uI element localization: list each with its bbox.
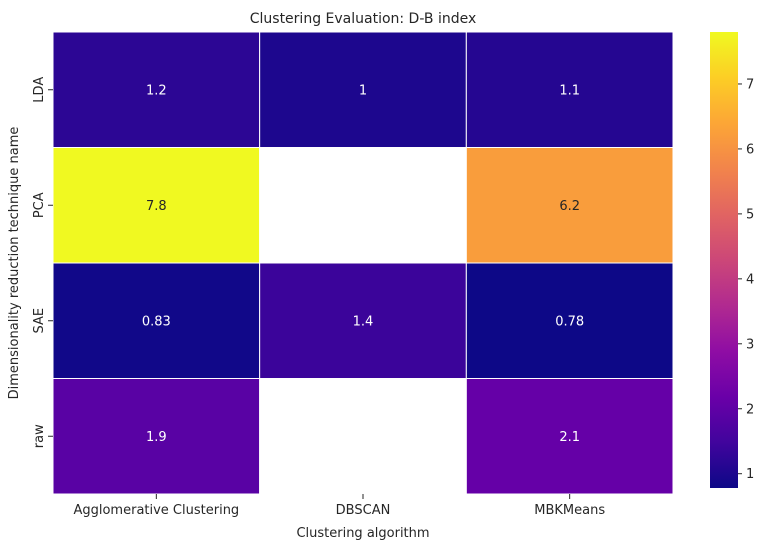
colorbar-tick-label: 3: [746, 337, 754, 352]
x-tick-label: Agglomerative Clustering: [73, 503, 239, 518]
y-tick-label: SAE: [32, 308, 47, 334]
x-tick-label: DBSCAN: [336, 503, 391, 518]
y-tick-label: LDA: [32, 77, 47, 103]
heatmap-cell-LDA-MBKMeans: [465, 31, 674, 148]
heatmap-cell-raw-DBSCAN: [259, 378, 467, 495]
heatmap-cells: [52, 31, 674, 495]
heatmap-cell-PCA-Agglomerative-Clustering: [52, 147, 261, 264]
cell-value-label: 1.4: [353, 314, 374, 329]
y-axis-ticks: LDA PCA SAE raw: [32, 77, 53, 448]
cell-value-label: 2.1: [559, 430, 580, 445]
x-axis-ticks: Agglomerative Clustering DBSCAN MBKMeans: [73, 494, 605, 518]
cell-value-label: 1.1: [559, 83, 580, 98]
colorbar-tick-label: 7: [746, 77, 754, 92]
heatmap-cell-SAE-MBKMeans: [465, 262, 674, 379]
heatmap-cell-PCA-DBSCAN: [259, 147, 467, 264]
cell-value-label: 7.8: [146, 199, 167, 214]
y-axis-label: Dimensionality reduction technique name: [7, 127, 22, 400]
x-axis-label: Clustering algorithm: [296, 526, 429, 541]
cell-value-label: 1.9: [146, 430, 167, 445]
colorbar-ticks: 1 2 3 4 5 6 7: [738, 77, 754, 482]
colorbar-tick-label: 4: [746, 272, 754, 287]
colorbar-tick-label: 6: [746, 142, 754, 157]
cell-value-label: 1: [359, 83, 367, 98]
heatmap-cell-LDA-DBSCAN: [259, 31, 467, 148]
y-tick-label: raw: [32, 424, 47, 448]
heatmap-cell-raw-MBKMeans: [465, 378, 674, 495]
heatmap-cell-LDA-Agglomerative-Clustering: [52, 31, 261, 148]
heatmap-cell-SAE-DBSCAN: [259, 262, 467, 379]
heatmap-cell-PCA-MBKMeans: [465, 147, 674, 264]
cell-value-label: 0.78: [555, 314, 584, 329]
colorbar-tick-label: 1: [746, 467, 754, 482]
y-tick-label: PCA: [32, 192, 47, 218]
cell-value-label: 6.2: [559, 199, 580, 214]
cell-annotations: 1.2 1 1.1 7.8 6.2 0.83 1.4 0.78 1.9 2.1: [142, 83, 584, 445]
chart-title: Clustering Evaluation: D-B index: [250, 11, 477, 27]
x-tick-label: MBKMeans: [534, 503, 605, 518]
colorbar-tick-label: 2: [746, 402, 754, 417]
heatmap-cell-SAE-Agglomerative-Clustering: [52, 262, 261, 379]
cell-value-label: 0.83: [142, 314, 171, 329]
colorbar-tick-label: 5: [746, 207, 754, 222]
colorbar: [710, 32, 738, 488]
cell-value-label: 1.2: [146, 83, 167, 98]
